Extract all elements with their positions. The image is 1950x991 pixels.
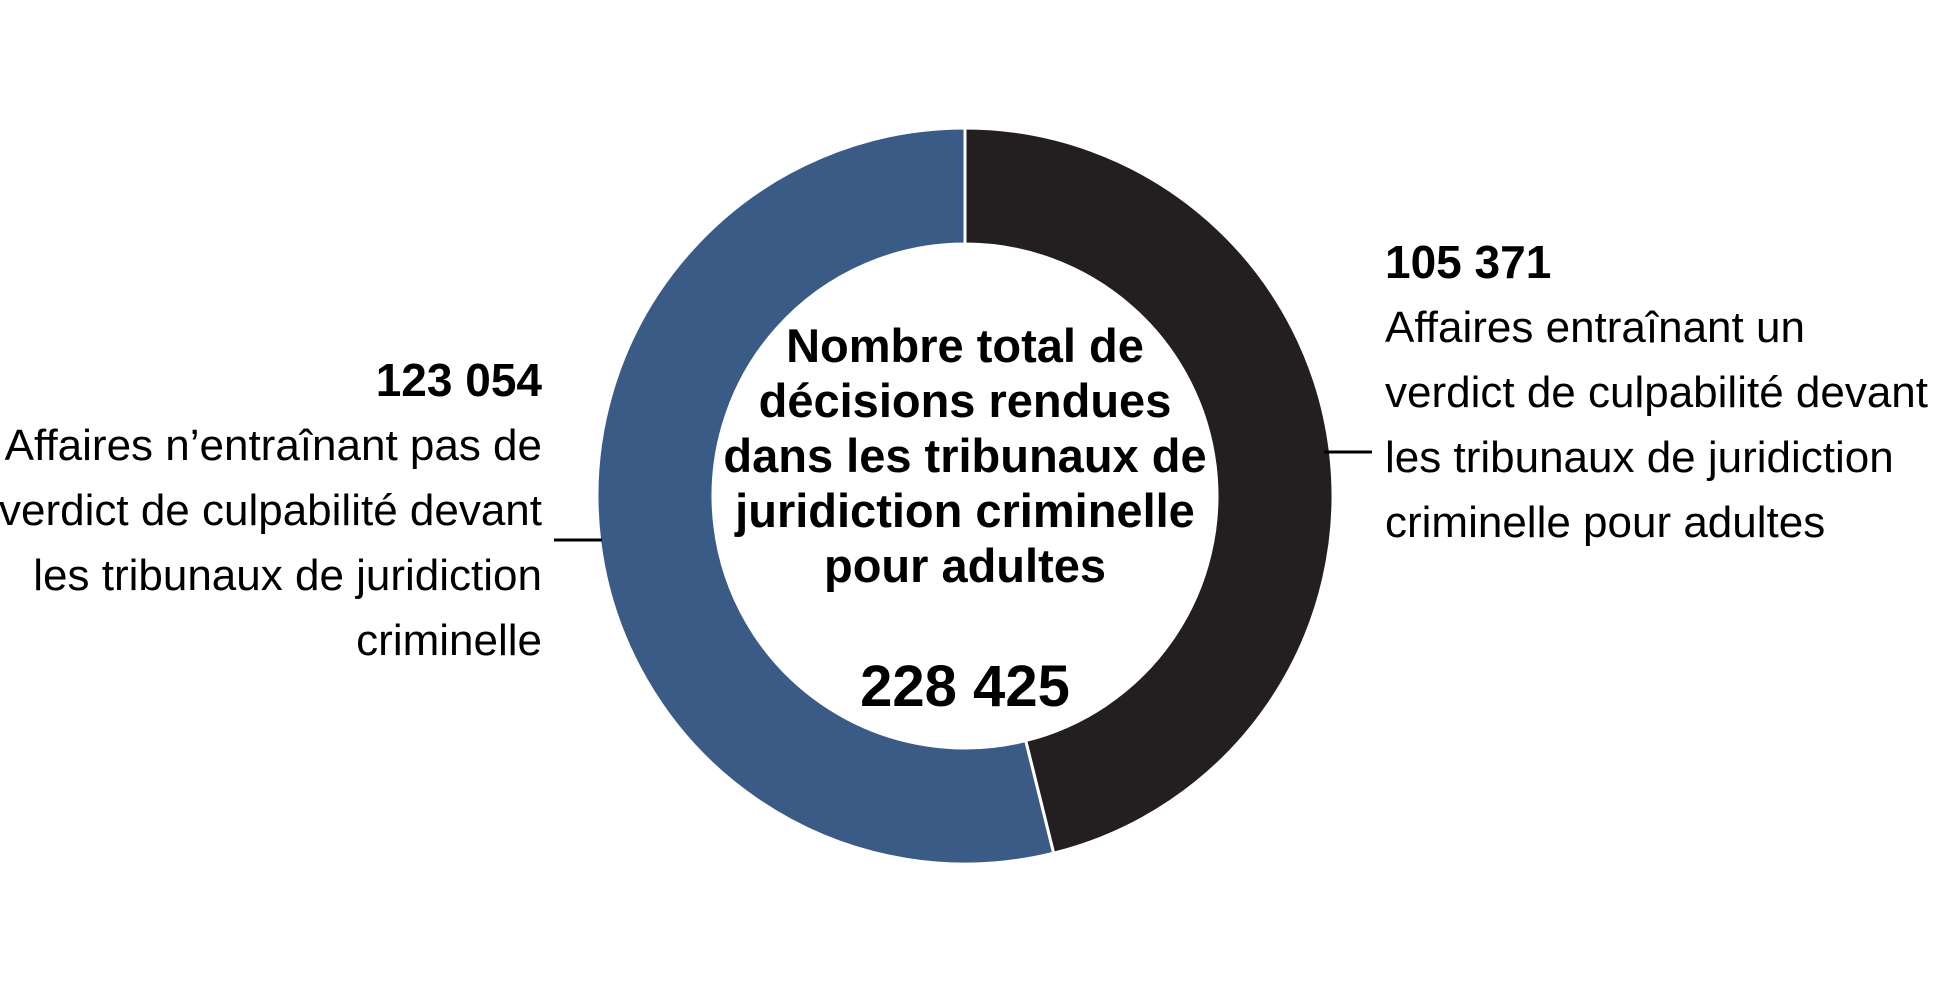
slice-text-not-guilty: Affaires n’entraînant pas de verdict de …: [0, 421, 542, 665]
slice-label-not-guilty: 123 054 Affaires n’entraînant pas de ver…: [0, 348, 542, 673]
center-total: 228 425: [860, 654, 1070, 719]
center-label: Nombre total de décisions rendues dans l…: [723, 319, 1207, 592]
slice-value-not-guilty: 123 054: [375, 354, 542, 406]
slice-label-guilty: 105 371 Affaires entraînant un verdict d…: [1385, 230, 1945, 555]
slice-value-guilty: 105 371: [1385, 236, 1552, 288]
donut-slice-guilty: [963, 126, 1335, 855]
slice-text-guilty: Affaires entraînant un verdict de culpab…: [1385, 303, 1928, 547]
donut-slice-not-guilty: [595, 126, 1056, 866]
